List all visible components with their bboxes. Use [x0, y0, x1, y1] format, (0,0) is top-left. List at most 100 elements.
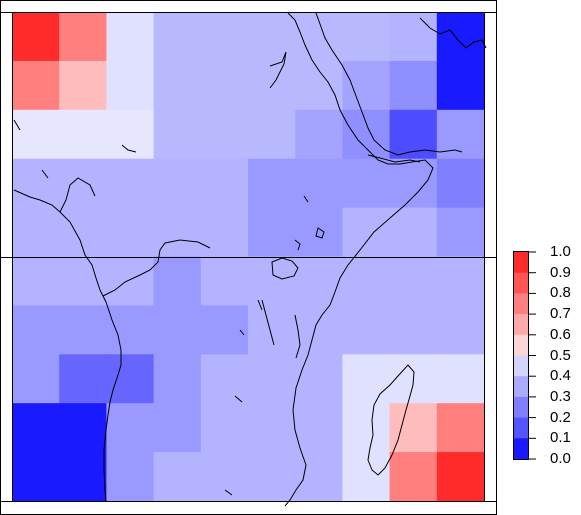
grid-cell [200, 403, 249, 453]
grid-cell [12, 12, 60, 62]
legend-tick-label: 0.6 [550, 325, 571, 343]
grid-cell [295, 158, 343, 209]
grid-cell [106, 60, 155, 111]
grid-cell [153, 207, 202, 258]
grid-cell [200, 452, 249, 502]
grid-cell [342, 109, 391, 160]
grid-cell [248, 158, 296, 209]
grid-cell [342, 207, 391, 258]
legend-tick-label: 0.4 [550, 367, 571, 385]
legend-tick-label: 0.1 [550, 429, 571, 447]
grid-cell [389, 12, 438, 62]
grid-cell [106, 158, 155, 209]
grid-cell [342, 452, 391, 502]
legend-tick-label: 0.2 [550, 408, 571, 426]
grid-cell [342, 256, 391, 306]
grid-cell [389, 207, 438, 258]
grid-cell [248, 452, 296, 502]
grid-cell [106, 354, 155, 404]
legend-swatch [514, 417, 528, 439]
grid-cell [389, 305, 438, 355]
grid-cell [200, 158, 249, 209]
grid-cell [342, 305, 391, 355]
grid-cell [106, 109, 155, 160]
legend-swatch [514, 252, 528, 274]
grid-cell [12, 305, 60, 355]
legend-swatch [514, 376, 528, 398]
legend-tick-label: 0.5 [550, 346, 571, 364]
grid-cell [59, 60, 107, 111]
grid-cell [153, 158, 202, 209]
legend-swatch [514, 334, 528, 356]
legend-swatch [514, 396, 528, 419]
grid-cell [59, 109, 107, 160]
grid-cell [295, 60, 343, 111]
grid-cell [436, 305, 485, 355]
grid-cell [295, 354, 343, 404]
lake-tanganyika [261, 299, 275, 346]
rivers-central [13, 119, 309, 496]
grid-cell [295, 207, 343, 258]
lake-turkana [294, 239, 301, 251]
grid-cell [12, 256, 60, 306]
grid-cell [106, 207, 155, 258]
grid-cell [153, 12, 202, 62]
legend-tick-label: 0.0 [550, 450, 571, 467]
grid-cell [59, 354, 107, 404]
legend-border [513, 251, 529, 460]
grid-cell [106, 403, 155, 453]
grid-cell [389, 256, 438, 306]
grid-cell [436, 403, 485, 453]
grid-cell [436, 158, 485, 209]
grid-cell [59, 12, 107, 62]
grid-cell [436, 354, 485, 404]
legend-swatch [514, 314, 528, 336]
grid-cell [389, 60, 438, 111]
lake-tana [315, 227, 325, 239]
grid-cell [389, 452, 438, 502]
river-congo [102, 239, 211, 297]
legend-tick-label: 1.0 [550, 243, 571, 260]
grid-cell [436, 60, 485, 111]
grid-cell [153, 60, 202, 111]
grid-cell [200, 207, 249, 258]
grid-cell [59, 256, 107, 306]
grid-cell [200, 60, 249, 111]
grid-cell [248, 354, 296, 404]
grid-cell [153, 403, 202, 453]
grid-cell [248, 207, 296, 258]
grid-cell [59, 305, 107, 355]
grid-cell [295, 12, 343, 62]
grid-cell [200, 305, 249, 355]
coastline-arabia-east [419, 17, 487, 49]
grid-cell [295, 403, 343, 453]
legend-colorbar [514, 252, 528, 460]
grid-cell [59, 452, 107, 502]
legend-ticks [529, 251, 536, 460]
grid-cell [153, 354, 202, 404]
grid-cell [12, 60, 60, 111]
madagascar [367, 364, 415, 476]
river-niger [59, 177, 96, 213]
legend-swatch [514, 438, 528, 460]
grid-cell [436, 207, 485, 258]
lake-malawi [294, 314, 301, 359]
grid-cell [342, 12, 391, 62]
legend-tick-label: 0.8 [550, 284, 571, 302]
grid-cell [12, 158, 60, 209]
grid-cell [436, 12, 485, 62]
legend-tick-label: 0.9 [550, 263, 571, 281]
grid-cell [200, 354, 249, 404]
grid-cell [59, 403, 107, 453]
grid-cell [12, 403, 60, 453]
legend-swatch [514, 355, 528, 377]
grid-cell [12, 452, 60, 502]
grid-cell [153, 256, 202, 306]
legend-tick-label: 0.7 [550, 305, 571, 323]
legend-tick-label: 0.3 [550, 387, 571, 405]
grid-cell [12, 207, 60, 258]
grid-cell [59, 158, 107, 209]
grid-cell [295, 305, 343, 355]
grid-cell [248, 305, 296, 355]
